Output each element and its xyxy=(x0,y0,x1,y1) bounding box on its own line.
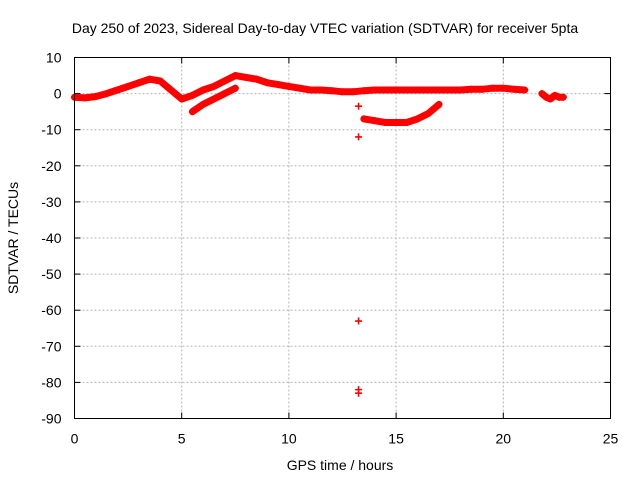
x-axis-label: GPS time / hours xyxy=(287,457,394,473)
data-point xyxy=(231,72,239,80)
data-point xyxy=(392,118,400,126)
data-point xyxy=(285,82,293,90)
y-tick-label: 10 xyxy=(46,50,62,66)
data-point xyxy=(328,87,336,95)
data-point xyxy=(103,90,111,98)
data-point xyxy=(199,86,207,94)
data-point xyxy=(467,85,475,93)
data-point xyxy=(478,85,486,93)
series-main-trace xyxy=(71,72,529,103)
data-point xyxy=(403,118,411,126)
data-point xyxy=(542,93,550,101)
data-point xyxy=(221,77,229,85)
data-point xyxy=(392,86,400,94)
data-point xyxy=(263,79,271,87)
data-point xyxy=(188,108,196,116)
data-point xyxy=(231,84,239,92)
data-point xyxy=(124,82,132,90)
data-point xyxy=(414,115,422,123)
y-tick-label: -50 xyxy=(41,266,61,282)
x-tick-labels: 0 5 10 15 20 25 xyxy=(71,431,619,447)
chart-title: Day 250 of 2023, Sidereal Day-to-day VTE… xyxy=(72,20,579,36)
data-point xyxy=(242,73,250,81)
data-point xyxy=(489,84,497,92)
data-point xyxy=(355,133,363,141)
data-points xyxy=(71,72,567,397)
x-tick-label: 25 xyxy=(603,431,619,447)
data-point xyxy=(499,84,507,92)
y-tick-label: 0 xyxy=(54,86,62,102)
data-point xyxy=(551,91,559,99)
data-point xyxy=(435,100,443,108)
data-point xyxy=(371,117,379,125)
series-lower-arc xyxy=(188,84,239,116)
data-point xyxy=(306,86,314,94)
data-point xyxy=(113,86,121,94)
grid xyxy=(74,57,611,419)
data-point xyxy=(435,86,443,94)
series-dip-arc xyxy=(360,100,443,126)
data-point xyxy=(221,90,229,98)
y-tick-label: -20 xyxy=(41,158,61,174)
data-point xyxy=(349,88,357,96)
y-tick-label: -70 xyxy=(41,338,61,354)
data-point xyxy=(274,81,282,89)
series-outliers xyxy=(355,102,363,397)
data-point xyxy=(156,77,164,85)
data-point xyxy=(521,86,529,94)
data-point xyxy=(424,86,432,94)
y-tick-label: -80 xyxy=(41,374,61,390)
data-point xyxy=(381,86,389,94)
data-point xyxy=(456,86,464,94)
x-tick-label: 10 xyxy=(281,431,297,447)
x-tick-label: 15 xyxy=(388,431,404,447)
data-point xyxy=(339,88,346,96)
data-point xyxy=(355,317,363,325)
data-point xyxy=(210,95,218,103)
data-point xyxy=(92,92,100,100)
data-point xyxy=(199,100,207,108)
x-tick-label: 5 xyxy=(178,431,186,447)
data-point xyxy=(355,102,363,110)
data-point xyxy=(510,85,518,93)
data-point xyxy=(414,86,422,94)
data-point xyxy=(403,86,411,94)
data-point xyxy=(167,86,175,94)
series-band xyxy=(538,90,567,103)
data-point xyxy=(210,82,218,90)
y-axis-label: SDTVAR / TECUs xyxy=(5,182,21,294)
data-point xyxy=(546,95,554,103)
y-tick-label: -40 xyxy=(41,230,61,246)
series-tail-cluster xyxy=(538,90,567,103)
data-point xyxy=(360,87,368,95)
y-tick-labels: 10 0 -10 -20 -30 -40 -50 -60 -70 -80 -90 xyxy=(41,50,61,427)
y-tick-label: -60 xyxy=(41,302,61,318)
data-point xyxy=(355,389,363,397)
data-point xyxy=(360,115,368,123)
x-tick-label: 0 xyxy=(71,431,79,447)
y-tick-label: -90 xyxy=(41,411,61,427)
data-point xyxy=(446,86,454,94)
plot-frame xyxy=(74,57,611,419)
y-tick-label: -10 xyxy=(41,122,61,138)
data-point xyxy=(81,94,89,102)
data-point xyxy=(188,91,196,99)
data-point xyxy=(381,118,389,126)
y-tick-label: -30 xyxy=(41,194,61,210)
data-point xyxy=(135,79,143,87)
data-point xyxy=(178,95,186,103)
data-point xyxy=(424,109,432,117)
data-point xyxy=(538,90,546,98)
data-point xyxy=(371,86,379,94)
data-point xyxy=(559,93,567,101)
data-point xyxy=(253,75,261,83)
x-tick-label: 20 xyxy=(496,431,512,447)
data-point xyxy=(146,75,154,83)
data-point xyxy=(296,84,304,92)
data-point xyxy=(317,86,325,94)
